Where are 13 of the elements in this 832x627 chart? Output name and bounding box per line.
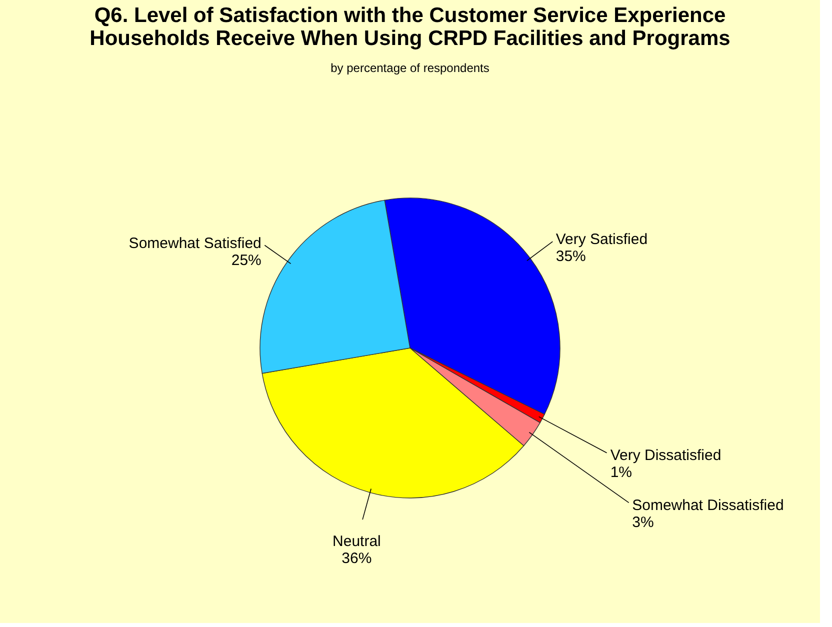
slice-label: Somewhat Satisfied [128,234,262,252]
data-label: 3% [632,514,654,532]
chart-subtitle: by percentage of respondents [330,61,490,75]
data-label: 35% [556,248,586,266]
text: Q6. Level of Satisfaction with the Customer Service Experience [94,4,726,27]
slice-label: Very Satisfied [556,231,648,248]
slice-label: Somewhat Dissatisfied [632,497,784,514]
data-label: 1% [610,464,632,481]
data-label: 25% [231,252,262,269]
slice-label: Very Dissatisfied [610,446,722,464]
slice-label: Neutral [332,532,381,550]
text: Households Receive When Using CRPD Facilities and Programs [90,27,730,50]
data-label: 36% [342,550,372,567]
